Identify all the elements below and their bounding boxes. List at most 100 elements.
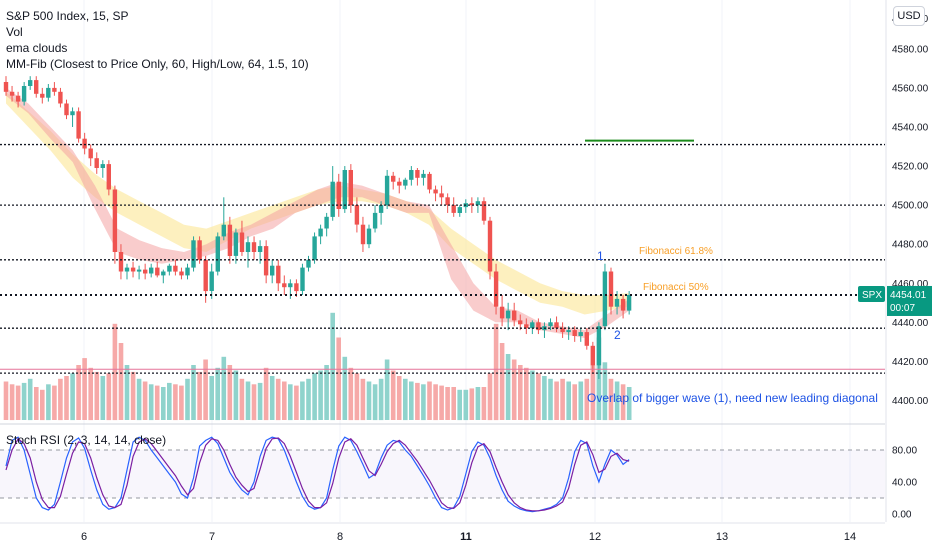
volume-bar	[263, 367, 269, 421]
candle-body	[40, 93, 45, 98]
candle-body	[614, 298, 620, 307]
candle-body	[118, 252, 124, 272]
volume-bar	[9, 384, 15, 421]
candle-body	[52, 87, 57, 92]
volume-bar	[499, 343, 505, 420]
candle-body	[245, 242, 251, 252]
volume-bar	[384, 359, 390, 420]
candle-body	[270, 265, 275, 276]
candle-body	[82, 138, 87, 149]
candle-body	[306, 259, 311, 268]
volume-bar	[536, 373, 541, 421]
candle-body	[233, 232, 239, 256]
candle-body	[330, 181, 335, 217]
candle-body	[34, 80, 39, 94]
candle-body	[378, 205, 384, 213]
candle-body	[94, 158, 99, 168]
candle-body	[391, 175, 396, 182]
symbol-tag-text: SPX	[862, 290, 882, 301]
candle-body	[112, 189, 118, 252]
overlap-note: Overlap of bigger wave (1), need new lea…	[587, 391, 878, 405]
volume-bar	[64, 376, 69, 420]
volume-bar	[154, 385, 160, 420]
volume-bar	[106, 373, 112, 421]
candle-body	[130, 267, 136, 272]
candle-body	[149, 267, 154, 274]
volume-bar	[614, 381, 620, 420]
volume-bar	[282, 381, 287, 420]
currency-button[interactable]: USD	[893, 6, 925, 26]
price-tick-label: 4540.00	[892, 123, 929, 134]
candle-body	[530, 322, 535, 329]
volume-bar	[239, 378, 245, 421]
volume-bar	[566, 381, 571, 420]
stoch-rsi-title[interactable]: Stoch RSI (2, 3, 14, 14, close)	[6, 433, 167, 447]
volume-bar	[403, 378, 408, 421]
time-tick-label: 12	[589, 531, 601, 543]
candle-body	[300, 267, 305, 291]
symbol-title[interactable]: S&P 500 Index, 15, SP	[6, 9, 129, 23]
fib-levels	[0, 139, 885, 374]
candle-body	[251, 242, 257, 252]
candle-body	[457, 207, 462, 213]
candle-body	[3, 82, 9, 92]
candle-body	[499, 306, 505, 319]
candle-body	[548, 322, 553, 327]
volume-bar	[475, 387, 481, 420]
volume-bar	[439, 385, 444, 420]
candle-body	[336, 181, 341, 209]
candle-body	[360, 224, 366, 245]
candle-body	[493, 271, 499, 307]
volume-bar	[330, 312, 335, 421]
volume-bar	[124, 365, 130, 420]
volume-bar	[560, 378, 565, 421]
candle-body	[524, 324, 529, 329]
candle-body	[167, 265, 172, 272]
indicator-vol[interactable]: Vol	[6, 25, 23, 39]
candle-body	[263, 246, 269, 276]
candle-body	[70, 111, 75, 116]
volume-bar	[481, 387, 487, 420]
candle-body	[221, 224, 226, 237]
stoch-d-line	[5, 437, 630, 512]
candle-body	[512, 310, 517, 321]
volume-bar	[112, 323, 118, 421]
indicator-mm-fib[interactable]: MM-Fib (Closest to Price Only, 60, High/…	[6, 57, 309, 71]
volume-bar	[396, 376, 402, 420]
countdown-text: 00:07	[890, 303, 915, 314]
candle-body	[620, 298, 626, 311]
volume-bar	[215, 367, 220, 421]
candle-body	[136, 269, 142, 272]
candle-body	[518, 320, 523, 325]
candle-body	[106, 164, 111, 190]
volume-bar	[82, 358, 87, 420]
time-tick-label: 8	[337, 531, 343, 543]
volume-bar	[118, 343, 124, 420]
candle-body	[342, 170, 347, 210]
candle-body	[203, 259, 208, 292]
volume-bar	[130, 371, 136, 420]
volume-bar	[21, 382, 27, 420]
volume-bar	[318, 370, 323, 420]
time-tick-label: 7	[209, 531, 215, 543]
indicator-ema-clouds[interactable]: ema clouds	[6, 41, 68, 55]
volume-bar	[590, 365, 596, 420]
candle-body	[348, 170, 353, 206]
candle-body	[354, 205, 360, 225]
candle-body	[433, 189, 438, 194]
volume-bar	[209, 376, 214, 420]
candle-body	[566, 330, 571, 333]
volume-bar	[324, 365, 329, 420]
candle-body	[294, 283, 299, 292]
volume-bar	[548, 378, 553, 421]
candle-body	[439, 193, 444, 198]
candle-body	[215, 236, 220, 272]
volume-bar	[511, 359, 517, 420]
rsi-band	[0, 450, 885, 498]
volume-bar	[493, 323, 499, 421]
volume-bar	[554, 381, 559, 420]
candle-body	[481, 201, 487, 221]
symbol-tag	[858, 285, 885, 302]
candle-body	[239, 232, 245, 252]
